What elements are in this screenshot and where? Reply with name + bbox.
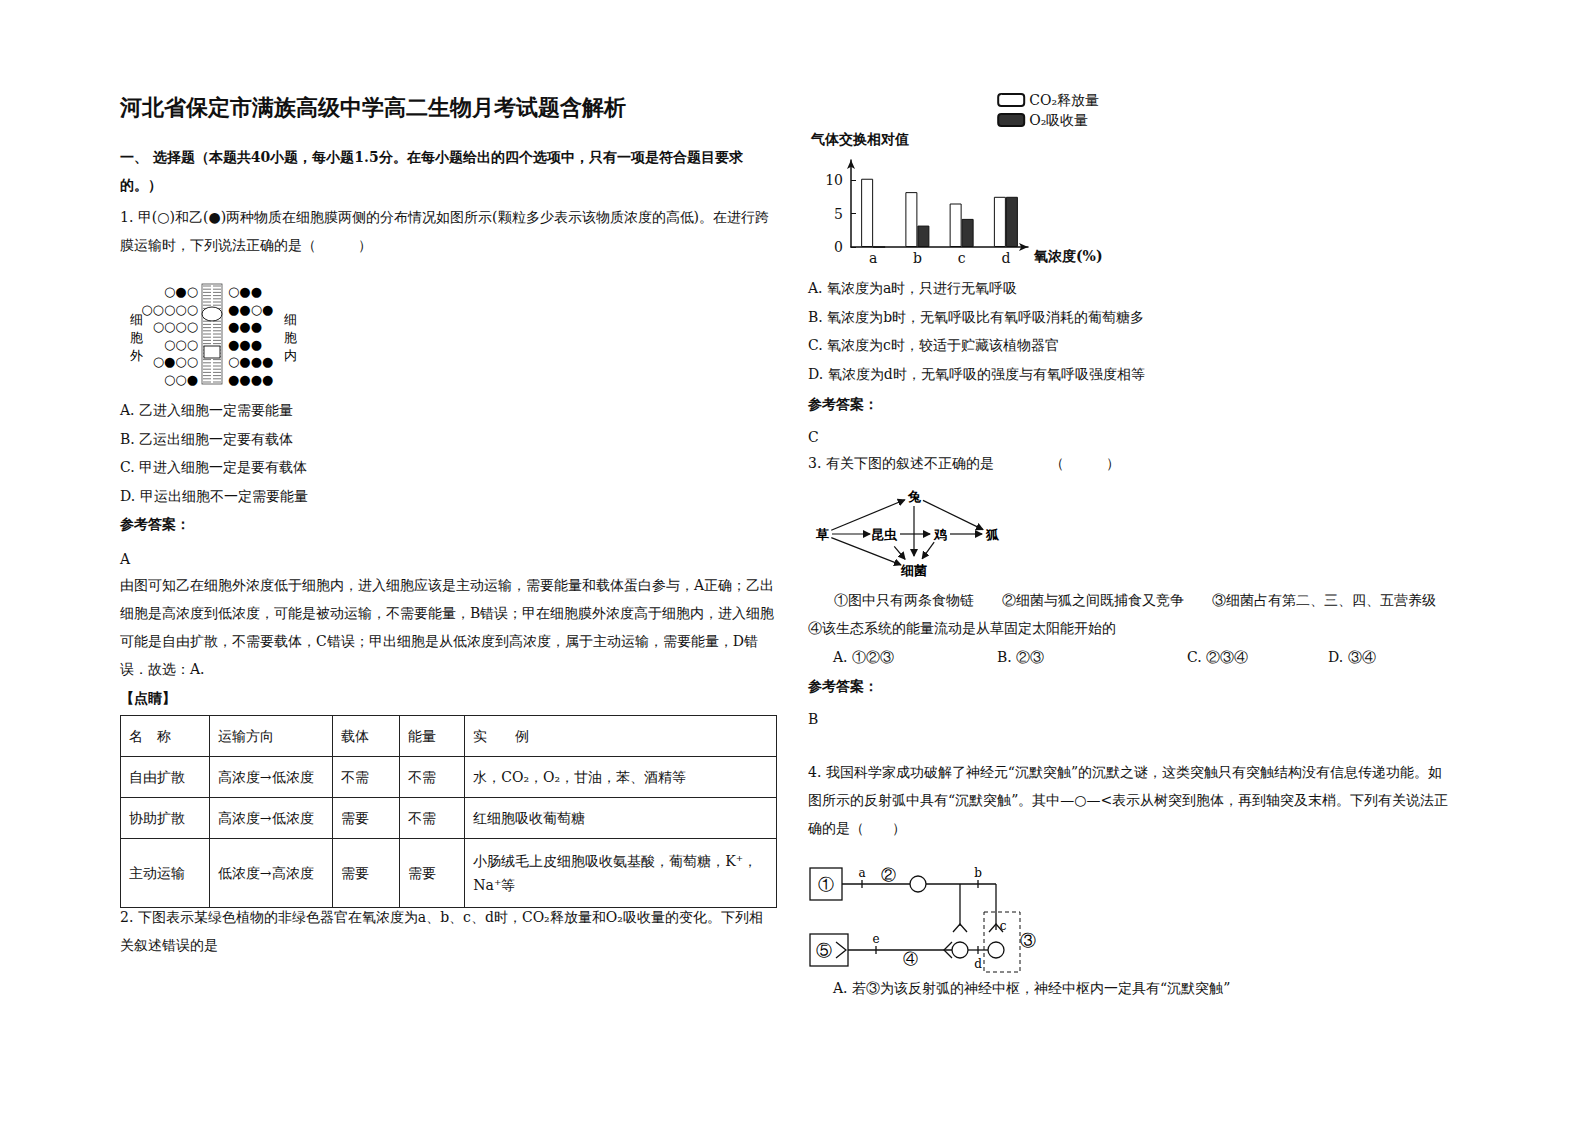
svg-text:10: 10 <box>825 172 843 188</box>
html-text:协助扩散: 协助扩散 <box>129 810 185 826</box>
html-text:实 例: 实 例 <box>473 728 530 744</box>
html-text:能量: 能量 <box>407 728 436 744</box>
html-text:不需: 不需 <box>407 810 436 826</box>
svg-text:a: a <box>869 250 877 266</box>
html-text:A. 氧浓度为a时，只进行无氧呼吸: A. 氧浓度为a时，只进行无氧呼吸 <box>808 280 1018 296</box>
html-text:【点睛】: 【点睛】 <box>120 690 176 706</box>
svg-text:狐: 狐 <box>985 527 1000 542</box>
html-text:D. ③④: D. ③④ <box>1328 649 1376 665</box>
html-text:①图中只有两条食物链 ②细菌与狐之间既捕食又竞争 ③细菌占有: ①图中只有两条食物链 ②细菌与狐之间既捕食又竞争 ③细菌占有第二、三、四、五营养… <box>808 592 1450 636</box>
html-text:需要: 需要 <box>407 865 436 881</box>
svg-text:○●●●: ○●●● <box>228 354 273 369</box>
html-text:2. 下图表示某绿色植物的非绿色器官在氧浓度为a、b、c、d: 2. 下图表示某绿色植物的非绿色器官在氧浓度为a、b、c、d时，CO₂释放量和O… <box>120 909 763 953</box>
svg-text:e: e <box>872 932 879 946</box>
html-text:C. 氧浓度为c时，较适于贮藏该植物器官: C. 氧浓度为c时，较适于贮藏该植物器官 <box>808 337 1059 353</box>
html-text:C. 甲进入细胞一定是要有载体: C. 甲进入细胞一定是要有载体 <box>120 459 308 475</box>
svg-text:细菌: 细菌 <box>900 563 927 578</box>
svg-text:○○○: ○○○ <box>164 337 198 352</box>
svg-text:氧浓度(%): 氧浓度(%) <box>1033 248 1103 264</box>
svg-text:草: 草 <box>815 527 829 542</box>
svg-text:c: c <box>958 250 966 266</box>
svg-text:细: 细 <box>284 312 297 327</box>
svg-text:○○○○○: ○○○○○ <box>141 302 198 317</box>
html-text:D. 甲运出细胞不一定需要能量: D. 甲运出细胞不一定需要能量 <box>120 487 308 504</box>
html-text:主动运输: 主动运输 <box>129 865 185 881</box>
html-text:不需: 不需 <box>340 769 369 785</box>
html-text:运输方向: 运输方向 <box>217 728 274 744</box>
svg-text:昆虫: 昆虫 <box>871 527 898 542</box>
svg-text:CO₂释放量: CO₂释放量 <box>1029 92 1099 108</box>
html-text:名 称: 名 称 <box>129 728 171 744</box>
svg-text:d: d <box>974 957 982 971</box>
svg-text:内: 内 <box>284 348 297 363</box>
svg-text:②: ② <box>881 866 896 884</box>
svg-text:○●○○: ○●○○ <box>153 354 198 369</box>
svg-text:c: c <box>1000 919 1007 933</box>
html-text:由图可知乙在细胞外浓度低于细胞内，进入细胞应该是主动运输，需: 由图可知乙在细胞外浓度低于细胞内，进入细胞应该是主动运输，需要能量和载体蛋白参与… <box>120 577 775 677</box>
svg-text:●●●: ●●● <box>228 337 262 352</box>
svg-text:O₂吸收量: O₂吸收量 <box>1029 112 1088 128</box>
svg-text:○●○: ○●○ <box>164 284 198 299</box>
svg-text:b: b <box>913 250 922 266</box>
svg-text:5: 5 <box>834 206 843 222</box>
svg-text:●●○●: ●●○● <box>228 302 273 317</box>
html-text:D. 氧浓度为d时，无氧呼吸的强度与有氧呼吸强度相等: D. 氧浓度为d时，无氧呼吸的强度与有氧呼吸强度相等 <box>808 365 1145 382</box>
html-text:C: C <box>808 429 819 445</box>
html-text:1. 甲(○)和乙(●)两种物质在细胞膜两侧的分布情况如图所: 1. 甲(○)和乙(●)两种物质在细胞膜两侧的分布情况如图所示(颗粒多少表示该物… <box>120 209 769 253</box>
html-text:B. 乙运出细胞一定要有载体: B. 乙运出细胞一定要有载体 <box>120 430 294 447</box>
html-text:高浓度→低浓度: 高浓度→低浓度 <box>217 769 314 785</box>
svg-text:①: ① <box>818 875 834 894</box>
html-text:自由扩散: 自由扩散 <box>129 769 185 785</box>
svg-text:③: ③ <box>1020 931 1036 950</box>
html-text:B. 氧浓度为b时，无氧呼吸比有氧呼吸消耗的葡萄糖多: B. 氧浓度为b时，无氧呼吸比有氧呼吸消耗的葡萄糖多 <box>808 308 1145 325</box>
html-text:A. ①②③: A. ①②③ <box>833 649 894 665</box>
html-text:3. 有关下图的叙述不正确的是 （ ）: 3. 有关下图的叙述不正确的是 （ ） <box>808 455 1120 471</box>
html-text:需要: 需要 <box>340 810 369 826</box>
html-text:高浓度→低浓度: 高浓度→低浓度 <box>217 810 314 826</box>
html-text:A. 乙进入细胞一定需要能量: A. 乙进入细胞一定需要能量 <box>120 402 293 418</box>
html-text:参考答案：: 参考答案： <box>808 678 878 694</box>
svg-text:●●●●: ●●●● <box>228 372 273 387</box>
svg-text:鸡: 鸡 <box>933 527 947 542</box>
html-text:4. 我国科学家成功破解了神经元“沉默突触”的沉默之谜，这类: 4. 我国科学家成功破解了神经元“沉默突触”的沉默之谜，这类突触只有突触结构没有… <box>808 764 1449 836</box>
svg-text:a: a <box>858 866 865 880</box>
html-text:小肠绒毛上皮细胞吸收氨基酸，葡萄糖，K⁺，Na⁺等: 小肠绒毛上皮细胞吸收氨基酸，葡萄糖，K⁺，Na⁺等 <box>473 853 758 893</box>
svg-text:胞: 胞 <box>130 330 143 345</box>
html-text:B. ②③: B. ②③ <box>997 649 1045 665</box>
svg-text:⑤: ⑤ <box>816 941 832 960</box>
html-text:河北省保定市满族高级中学高二生物月考试题含解析: 河北省保定市满族高级中学高二生物月考试题含解析 <box>120 94 626 120</box>
svg-text:○○●: ○○● <box>164 372 198 387</box>
html-text:A. 若③为该反射弧的神经中枢，神经中枢内一定具有“沉默突触: A. 若③为该反射弧的神经中枢，神经中枢内一定具有“沉默突触” <box>833 980 1231 996</box>
svg-text:兔: 兔 <box>907 489 922 504</box>
svg-text:0: 0 <box>834 239 843 255</box>
svg-text:d: d <box>1001 250 1010 266</box>
html-text:不需: 不需 <box>407 769 436 785</box>
html-text:参考答案：: 参考答案： <box>808 396 878 412</box>
svg-text:细: 细 <box>130 312 143 327</box>
svg-text:○●●: ○●● <box>228 284 262 299</box>
svg-text:气体交换相对值: 气体交换相对值 <box>810 131 909 147</box>
html-text:水，CO₂，O₂，甘油，苯、酒精等: 水，CO₂，O₂，甘油，苯、酒精等 <box>473 769 687 785</box>
html-text:红细胞吸收葡萄糖: 红细胞吸收葡萄糖 <box>473 810 586 826</box>
svg-text:○○○○: ○○○○ <box>153 319 198 334</box>
html-text:低浓度→高浓度: 低浓度→高浓度 <box>217 865 314 881</box>
svg-text:●●●: ●●● <box>228 319 262 334</box>
html-text:需要: 需要 <box>340 865 369 881</box>
svg-text:④: ④ <box>903 950 918 968</box>
html-text:参考答案：: 参考答案： <box>120 516 190 532</box>
html-text:C. ②③④: C. ②③④ <box>1187 649 1249 665</box>
html-text:A: A <box>120 551 131 567</box>
svg-text:外: 外 <box>130 348 143 363</box>
svg-text:b: b <box>974 866 982 880</box>
html-text:B: B <box>808 711 819 727</box>
html-text:一、 选择题（本题共40小题，每小题1.5分。在每小题给出的: 一、 选择题（本题共40小题，每小题1.5分。在每小题给出的四个选项中，只有一项… <box>120 149 743 193</box>
svg-text:胞: 胞 <box>284 330 297 345</box>
html-text:载体: 载体 <box>340 728 369 744</box>
